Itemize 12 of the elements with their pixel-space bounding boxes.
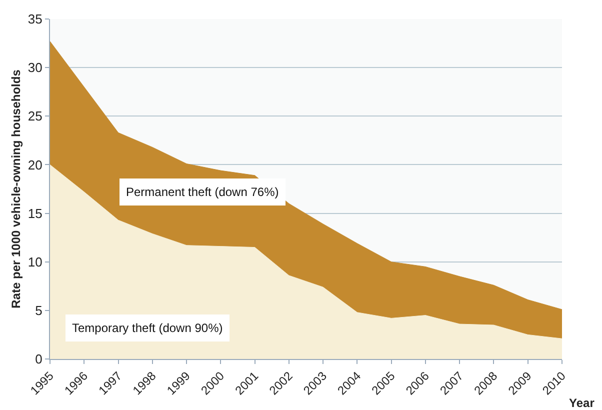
- y-axis-title: Rate per 1000 vehicle-owning households: [9, 69, 24, 308]
- y-tick-label: 0: [35, 352, 42, 367]
- y-tick-label: 20: [28, 157, 42, 172]
- y-tick-label: 10: [28, 254, 42, 270]
- y-tick-label: 25: [28, 108, 42, 124]
- y-tick-label: 35: [28, 12, 42, 27]
- y-tick-label: 30: [28, 60, 42, 76]
- series-label: Temporary theft (down 90%): [72, 321, 223, 335]
- x-axis-title: Year: [569, 396, 595, 410]
- y-tick-label: 5: [35, 302, 42, 318]
- y-tick-label: 15: [28, 206, 42, 221]
- series-label: Permanent theft (down 76%): [126, 185, 279, 199]
